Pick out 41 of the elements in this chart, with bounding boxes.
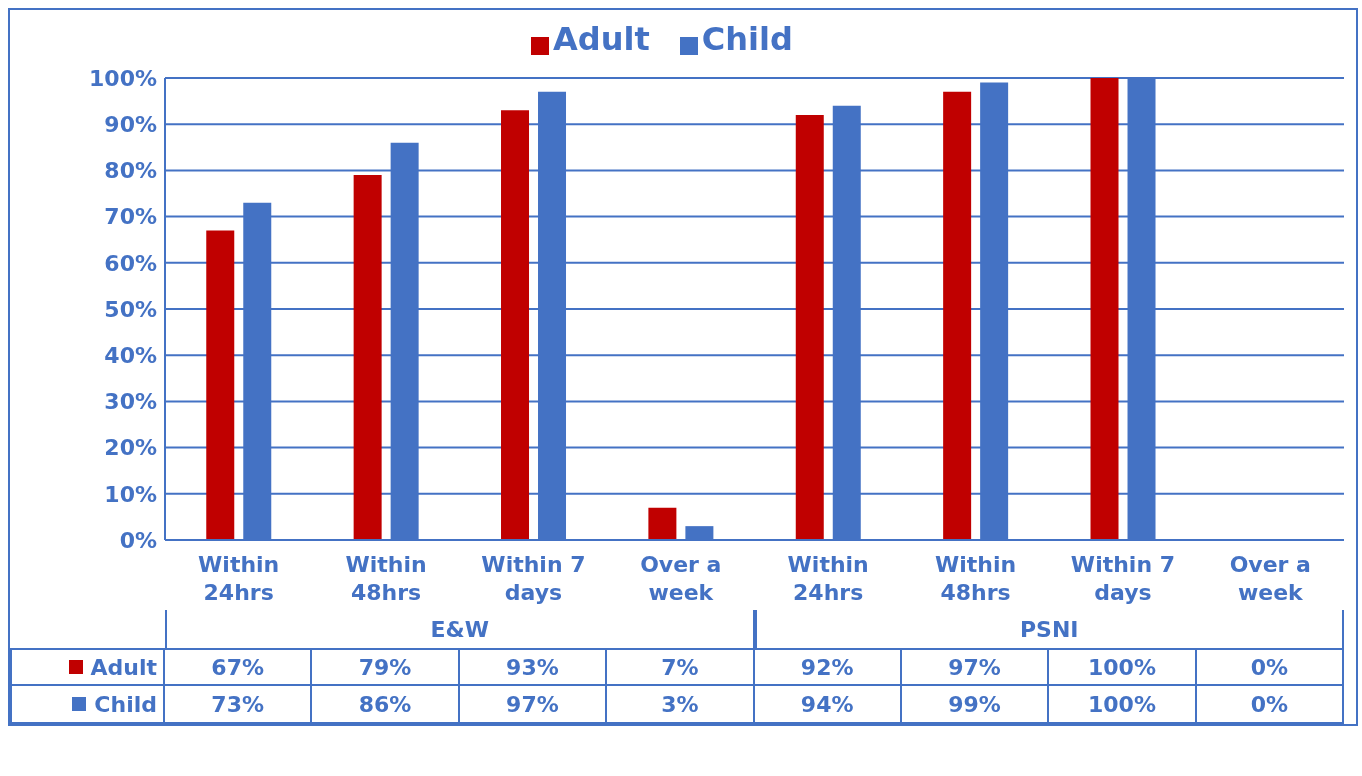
data-label: 100%	[1049, 648, 1197, 686]
x-tick-label: Within 48hrs	[345, 552, 427, 605]
data-label: 92%	[754, 648, 902, 686]
data-label: 94%	[754, 686, 902, 724]
text: Child	[94, 691, 157, 717]
data-label: 79%	[312, 648, 460, 686]
data-label: 100%	[1049, 686, 1197, 724]
y-tick-label: 30%	[104, 389, 157, 415]
legend-label: Adult	[553, 20, 650, 58]
text: Adult	[90, 654, 157, 680]
data-label: 3%	[607, 686, 755, 724]
legend-label: Child	[701, 20, 793, 58]
y-tick-label: 50%	[104, 296, 157, 322]
x-tick-label: Over a week	[640, 552, 722, 605]
y-tick-label: 0%	[119, 527, 157, 553]
x-tick-label: Within 24hrs	[198, 552, 280, 605]
x-tick-label: Within 48hrs	[934, 552, 1017, 605]
y-tick-label: 70%	[104, 204, 157, 230]
data-label: 73%	[165, 686, 313, 724]
data-label: 0%	[1196, 686, 1344, 724]
x-tick-label: Within 7 days	[1070, 552, 1176, 605]
data-label: 97%	[459, 686, 608, 724]
data-label: 93%	[459, 648, 608, 686]
y-tick-label: 100%	[89, 65, 157, 91]
data-label: 0%	[1196, 648, 1344, 686]
text: E&W	[165, 610, 755, 648]
data-label: 7%	[607, 648, 755, 686]
y-tick-label: 20%	[104, 435, 157, 461]
x-tick-label: Over a week	[1229, 552, 1311, 605]
data-label: 86%	[312, 686, 460, 724]
data-label: 97%	[901, 648, 1050, 686]
data-label: 67%	[165, 648, 313, 686]
x-tick-label: Within 24hrs	[787, 552, 869, 605]
y-tick-label: 60%	[104, 250, 157, 276]
y-tick-label: 40%	[104, 343, 157, 369]
y-tick-label: 90%	[104, 112, 157, 138]
text: PSNI	[754, 610, 1344, 648]
y-tick-label: 10%	[104, 481, 157, 507]
x-tick-label: Within 7 days	[481, 552, 586, 605]
y-tick-label: 80%	[104, 158, 157, 184]
data-label: 99%	[901, 686, 1050, 724]
